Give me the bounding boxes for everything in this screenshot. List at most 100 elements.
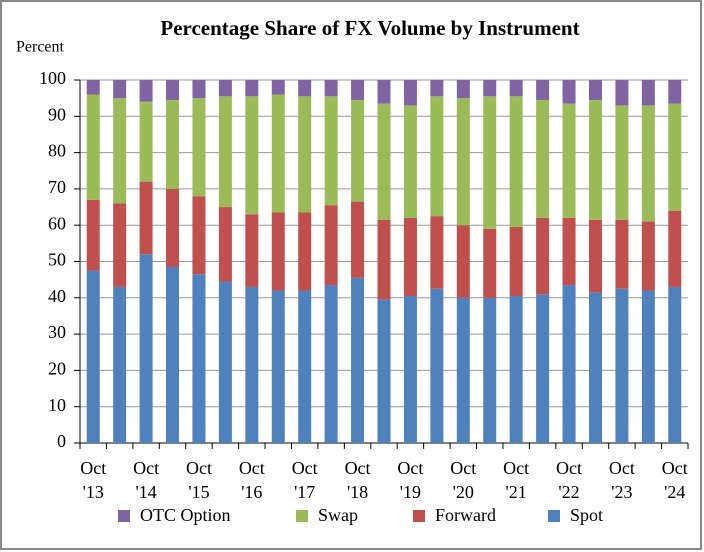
bar-segment <box>298 290 312 443</box>
bar-segment <box>456 80 470 99</box>
bar-segment <box>615 105 629 220</box>
bar-segment <box>192 98 206 197</box>
bar-segment <box>536 294 550 443</box>
bar-segment <box>86 94 100 200</box>
bar-segment <box>166 188 180 267</box>
bar-segment <box>403 217 417 296</box>
bar-segment <box>218 207 232 282</box>
y-tick-label: 100 <box>39 68 66 88</box>
bar-segment <box>536 80 550 100</box>
x-tick-label: Oct '24 <box>661 458 688 502</box>
chart-title: Percentage Share of FX Volume by Instrum… <box>160 16 579 40</box>
bar-segment <box>324 205 338 286</box>
x-tick-label: Oct '19 <box>397 458 424 502</box>
bar-segment <box>562 285 576 443</box>
bar-segment <box>245 286 259 443</box>
y-tick-label: 40 <box>48 286 66 306</box>
x-tick-label: Oct '16 <box>238 458 265 502</box>
bar-segment <box>668 103 682 211</box>
bar-segment <box>430 216 444 289</box>
legend-marker <box>118 510 130 522</box>
bar-segment <box>113 286 127 443</box>
bar-segment <box>86 270 100 443</box>
bar-segment <box>509 96 523 228</box>
bar-segment <box>245 80 259 97</box>
bar-segment <box>113 98 127 204</box>
bar-segment <box>139 80 153 102</box>
bar-segment <box>641 105 655 222</box>
bar-segment <box>324 285 338 443</box>
y-tick-label: 0 <box>57 431 66 451</box>
y-tick-label: 60 <box>48 213 66 233</box>
bar-segment <box>403 295 417 443</box>
bar-segment <box>562 217 576 286</box>
bar-segment <box>271 212 285 291</box>
bar-segment <box>377 103 391 220</box>
bar-segment <box>456 225 470 298</box>
bar-segment <box>192 80 206 99</box>
bar-segment <box>298 96 312 213</box>
bar-segment <box>377 219 391 300</box>
bar-segment <box>298 80 312 97</box>
x-tick-label: Oct '13 <box>80 458 107 502</box>
bar-segment <box>324 96 338 206</box>
bar-segment <box>113 80 127 99</box>
bar-segment <box>430 288 444 443</box>
legend-label: Spot <box>570 505 603 525</box>
x-tick-label: Oct '23 <box>608 458 635 502</box>
legend-label: OTC Option <box>140 505 231 525</box>
legend-marker <box>296 510 308 522</box>
x-tick-label: Oct '20 <box>450 458 477 502</box>
bar-segment <box>351 80 365 100</box>
bar-segment <box>86 199 100 271</box>
bar-segment <box>483 228 497 298</box>
x-tick-label: Oct '15 <box>185 458 212 502</box>
bar-segment <box>139 254 153 443</box>
bar-segment <box>668 286 682 443</box>
bar-segment <box>271 94 285 213</box>
bar-segment <box>483 96 497 229</box>
bar-segment <box>588 99 602 220</box>
bar-segment <box>166 266 180 443</box>
y-tick-label: 30 <box>48 322 66 342</box>
bar-segment <box>536 99 550 218</box>
bar-segment <box>351 277 365 443</box>
bar-segment <box>139 101 153 182</box>
bar-segment <box>588 292 602 443</box>
y-tick-label: 80 <box>48 141 66 161</box>
bar-segment <box>588 80 602 100</box>
bar-segment <box>509 227 523 296</box>
bar-segment <box>403 80 417 106</box>
bar-segment <box>113 203 127 287</box>
bar-segment <box>562 103 576 218</box>
bar-segment <box>615 219 629 289</box>
bar-segment <box>430 96 444 217</box>
bar-segment <box>641 221 655 291</box>
bar-segment <box>668 80 682 104</box>
x-tick-label: Oct '18 <box>344 458 371 502</box>
bar-segment <box>483 297 497 443</box>
bar-segment <box>218 96 232 208</box>
y-axis-label: Percent <box>16 39 65 56</box>
bar-segment <box>536 217 550 295</box>
bar-segment <box>509 80 523 97</box>
y-tick-label: 70 <box>48 177 66 197</box>
bar-segment <box>271 80 285 95</box>
x-tick-label: Oct '17 <box>291 458 318 502</box>
bar-segment <box>298 212 312 291</box>
y-tick-label: 90 <box>48 104 66 124</box>
x-tick-label: Oct '21 <box>503 458 530 502</box>
legend-marker <box>413 510 425 522</box>
bar-segment <box>324 80 338 97</box>
bar-segment <box>403 105 417 218</box>
legend-marker <box>548 510 560 522</box>
bar-segment <box>218 281 232 443</box>
bar-segment <box>192 274 206 443</box>
bar-segment <box>245 214 259 287</box>
y-tick-label: 50 <box>48 250 66 270</box>
bar-segment <box>377 80 391 104</box>
x-tick-label: Oct '22 <box>556 458 583 502</box>
bar-segment <box>351 201 365 278</box>
